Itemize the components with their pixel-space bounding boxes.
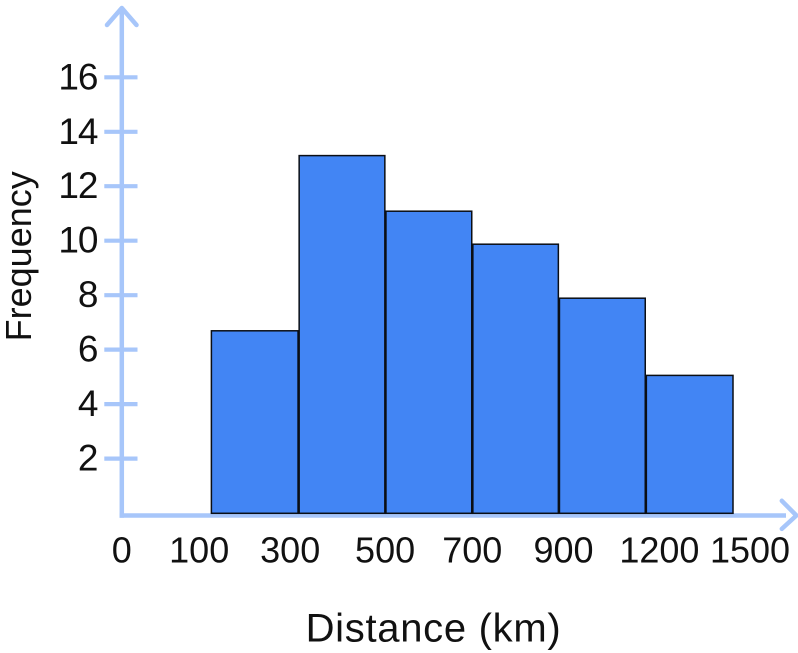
svg-text:0: 0: [112, 529, 132, 570]
svg-text:300: 300: [260, 529, 320, 570]
svg-text:2: 2: [78, 438, 98, 479]
svg-text:Distance (km): Distance (km): [306, 607, 562, 651]
svg-text:16: 16: [58, 56, 97, 97]
svg-text:500: 500: [355, 529, 415, 570]
svg-text:6: 6: [78, 329, 98, 370]
svg-text:8: 8: [78, 274, 98, 315]
svg-text:1500: 1500: [710, 529, 790, 570]
svg-text:900: 900: [533, 529, 593, 570]
svg-text:14: 14: [58, 111, 98, 152]
svg-text:700: 700: [442, 529, 502, 570]
svg-text:Frequency: Frequency: [0, 171, 39, 341]
svg-text:1200: 1200: [619, 529, 699, 570]
svg-text:12: 12: [58, 165, 97, 206]
svg-text:4: 4: [78, 383, 98, 424]
svg-text:10: 10: [58, 220, 98, 261]
svg-text:100: 100: [169, 529, 229, 570]
